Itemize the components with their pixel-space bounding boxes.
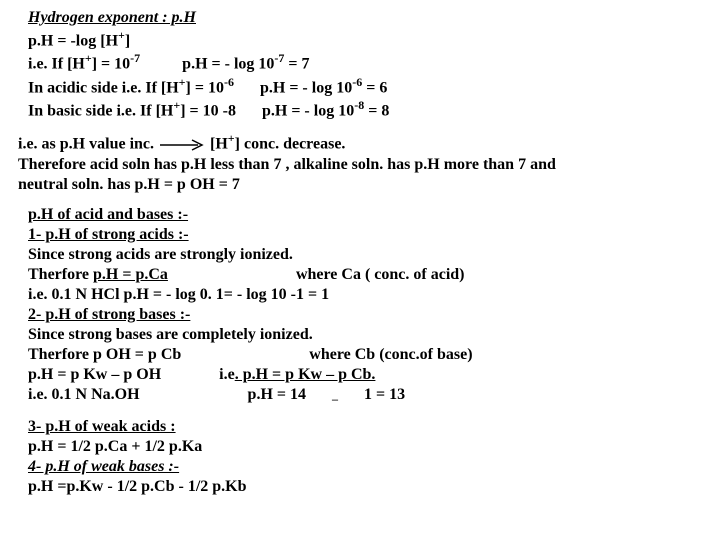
page-title: Hydrogen exponent : p.H [28, 9, 196, 26]
intro-line-4: In basic side i.e. If [H+] = 10 -8 p.H =… [28, 98, 710, 121]
intro-line-3: In acidic side i.e. If [H+] = 10-6 p.H =… [28, 75, 710, 98]
weak-block: 3- p.H of weak acids : p.H = 1/2 p.Ca + … [18, 417, 710, 497]
intro-line-1: p.H = -log [H+] [28, 28, 710, 51]
mid-block: i.e. as p.H value inc. [H+] conc. decrea… [18, 131, 710, 194]
arrow-icon [158, 139, 206, 151]
acid-bases-block: p.H of acid and bases :- 1- p.H of stron… [18, 205, 710, 407]
intro-line-2: i.e. If [H+] = 10-7 p.H = - log 10-7 = 7 [28, 51, 710, 74]
